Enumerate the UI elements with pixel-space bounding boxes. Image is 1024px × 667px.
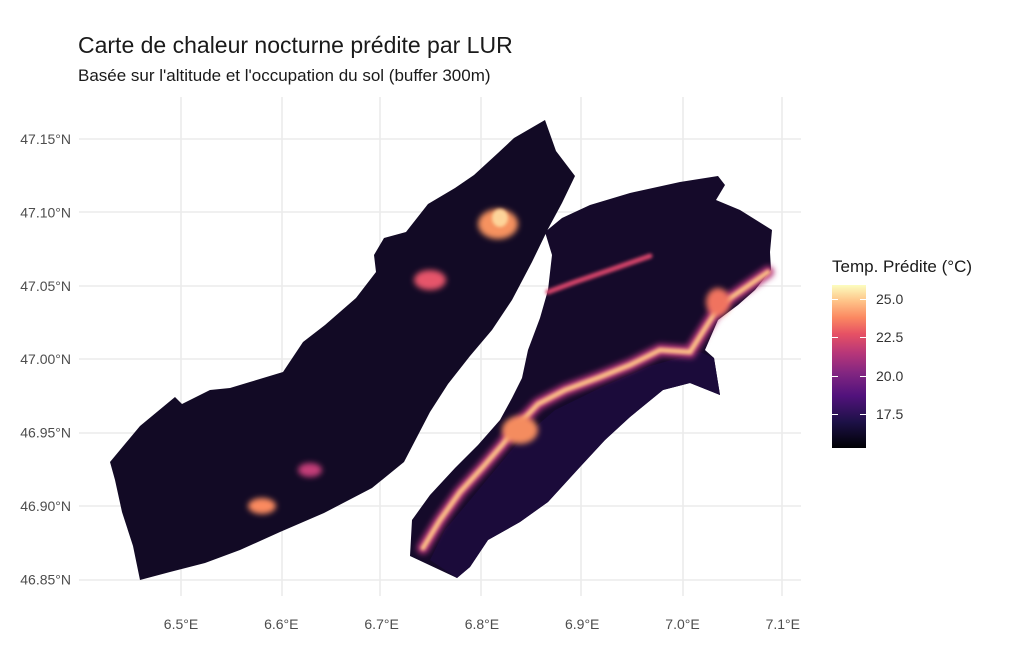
y-axis-ticks: 47.15°N 47.10°N 47.05°N 47.00°N 46.95°N 46.90… bbox=[20, 131, 71, 587]
x-tick-label: 6.8°E bbox=[465, 616, 499, 632]
y-tick-label: 46.90°N bbox=[20, 498, 71, 514]
hotspot-lake-town bbox=[502, 416, 538, 444]
x-tick-label: 6.5°E bbox=[164, 616, 198, 632]
legend-tick-mark bbox=[832, 414, 866, 416]
hotspot-lakeside-core bbox=[420, 269, 771, 551]
legend-colorbar bbox=[832, 285, 866, 448]
x-tick-label: 7.1°E bbox=[766, 616, 800, 632]
legend-tick-mark bbox=[832, 298, 866, 300]
y-tick-label: 46.95°N bbox=[20, 425, 71, 441]
legend-label: 20.0 bbox=[876, 367, 904, 384]
y-tick-label: 47.00°N bbox=[20, 351, 71, 367]
hotspot-southwest-town bbox=[248, 498, 276, 514]
legend-title: Temp. Prédite (°C) bbox=[832, 257, 973, 276]
hotspot-east-town bbox=[706, 288, 730, 316]
legend-label: 25.0 bbox=[876, 290, 904, 307]
x-tick-label: 6.6°E bbox=[264, 616, 298, 632]
heat-hotspots bbox=[248, 209, 774, 554]
y-tick-label: 47.10°N bbox=[20, 204, 71, 220]
y-tick-label: 47.05°N bbox=[20, 278, 71, 294]
x-tick-label: 6.9°E bbox=[565, 616, 599, 632]
hotspot-central-town bbox=[414, 270, 446, 290]
x-tick-label: 7.0°E bbox=[665, 616, 699, 632]
lake-shore-area bbox=[430, 352, 720, 578]
hotspot-north-town-core bbox=[492, 209, 508, 227]
hotspot-west-town bbox=[298, 463, 322, 477]
x-tick-label: 6.7°E bbox=[364, 616, 398, 632]
x-axis-ticks: 6.5°E 6.6°E 6.7°E 6.8°E 6.9°E 7.0°E 7.1°E bbox=[164, 616, 800, 632]
legend-label: 17.5 bbox=[876, 406, 904, 423]
map-subtitle: Basée sur l'altitude et l'occupation du … bbox=[78, 66, 491, 85]
legend-label: 22.5 bbox=[876, 329, 904, 346]
hotspot-northeast-arc bbox=[545, 253, 653, 295]
map-title: Carte de chaleur nocturne prédite par LU… bbox=[78, 32, 513, 58]
region-western-block bbox=[110, 120, 575, 580]
legend-tick-mark bbox=[832, 375, 866, 377]
y-tick-label: 46.85°N bbox=[20, 571, 71, 587]
y-tick-label: 47.15°N bbox=[20, 131, 71, 147]
legend-tick-mark bbox=[832, 337, 866, 339]
